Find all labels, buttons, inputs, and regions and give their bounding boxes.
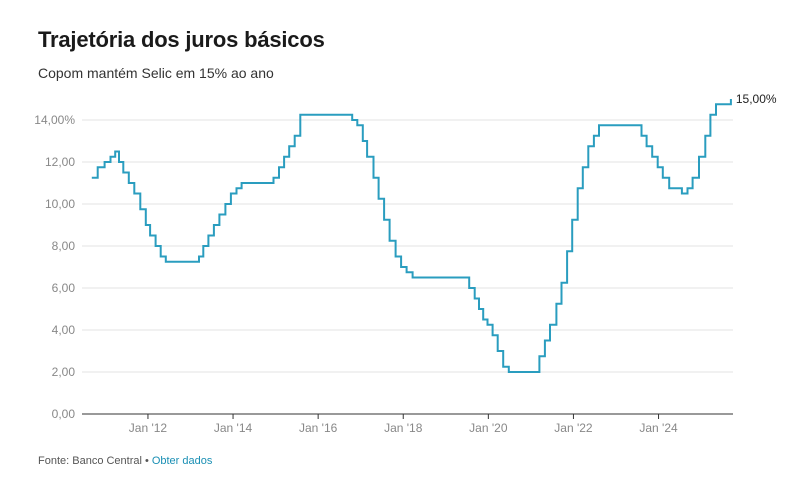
- chart-title: Trajetória dos juros básicos: [38, 27, 325, 52]
- y-tick-label: 8,00: [52, 239, 76, 253]
- y-tick-label: 6,00: [52, 281, 76, 295]
- end-value-label: 15,00%: [736, 92, 777, 106]
- x-axis-ticks: Jan '12 Jan '14 Jan '16 Jan '18 Jan '20 Jan '…: [129, 414, 678, 435]
- x-tick-label: Jan '20: [469, 421, 508, 435]
- chart-subtitle: Copom mantém Selic em 15% ao ano: [38, 65, 274, 81]
- y-tick-label: 10,00: [45, 197, 75, 211]
- y-axis-ticks: 0,00 2,00 4,00 6,00 8,00 10,00 12,00 14,00%: [34, 113, 75, 421]
- source-text: Fonte: Banco Central: [38, 455, 142, 467]
- y-tick-label: 0,00: [52, 407, 76, 421]
- x-tick-label: Jan '24: [639, 421, 678, 435]
- x-tick-label: Jan '12: [129, 421, 168, 435]
- get-data-link[interactable]: Obter dados: [151, 455, 213, 467]
- x-tick-label: Jan '16: [299, 421, 338, 435]
- series-line-selic: [91, 99, 732, 373]
- footer-separator: •: [144, 455, 149, 467]
- x-tick-label: Jan '22: [554, 421, 593, 435]
- footer: Fonte: Banco Central • Obter dados: [38, 455, 212, 467]
- y-tick-label: 4,00: [52, 323, 76, 337]
- x-tick-label: Jan '14: [214, 421, 253, 435]
- x-tick-label: Jan '18: [384, 421, 423, 435]
- grid-lines: [82, 119, 733, 373]
- y-tick-label: 14,00%: [34, 113, 75, 127]
- y-tick-label: 2,00: [52, 365, 76, 379]
- y-tick-label: 12,00: [45, 155, 75, 169]
